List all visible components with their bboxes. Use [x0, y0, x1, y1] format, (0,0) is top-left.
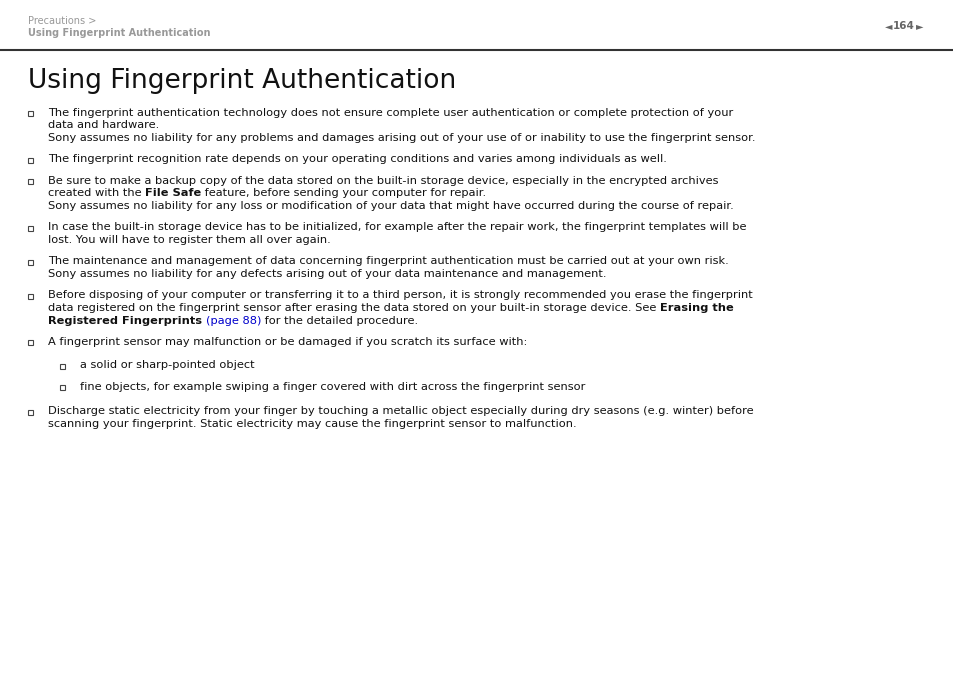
Bar: [28, 158, 33, 162]
Bar: [28, 111, 33, 116]
Text: fine objects, for example swiping a finger covered with dirt across the fingerpr: fine objects, for example swiping a fing…: [80, 382, 585, 392]
Text: Erasing the: Erasing the: [659, 303, 733, 313]
Bar: [28, 410, 33, 415]
Text: scanning your fingerprint. Static electricity may cause the fingerprint sensor t: scanning your fingerprint. Static electr…: [48, 419, 576, 429]
Text: (page 88): (page 88): [206, 315, 261, 326]
Text: The fingerprint authentication technology does not ensure complete user authenti: The fingerprint authentication technolog…: [48, 108, 733, 118]
Text: Using Fingerprint Authentication: Using Fingerprint Authentication: [28, 28, 211, 38]
Bar: [28, 226, 33, 231]
Text: lost. You will have to register them all over again.: lost. You will have to register them all…: [48, 235, 331, 245]
Text: File Safe: File Safe: [145, 189, 201, 199]
Text: In case the built-in storage device has to be initialized, for example after the: In case the built-in storage device has …: [48, 222, 745, 233]
Text: Using Fingerprint Authentication: Using Fingerprint Authentication: [28, 68, 456, 94]
Text: Precautions >: Precautions >: [28, 16, 96, 26]
Text: for the detailed procedure.: for the detailed procedure.: [261, 315, 417, 326]
Text: Sony assumes no liability for any problems and damages arising out of your use o: Sony assumes no liability for any proble…: [48, 133, 755, 143]
Text: Be sure to make a backup copy of the data stored on the built-in storage device,: Be sure to make a backup copy of the dat…: [48, 176, 718, 186]
Text: A fingerprint sensor may malfunction or be damaged if you scratch its surface wi: A fingerprint sensor may malfunction or …: [48, 337, 527, 347]
Text: data and hardware.: data and hardware.: [48, 121, 159, 131]
Text: Registered Fingerprints: Registered Fingerprints: [48, 315, 202, 326]
Text: Sony assumes no liability for any loss or modification of your data that might h: Sony assumes no liability for any loss o…: [48, 201, 733, 211]
Bar: [28, 294, 33, 299]
Text: ◄: ◄: [883, 21, 891, 31]
Bar: [28, 259, 33, 265]
Bar: [28, 179, 33, 184]
Text: 164: 164: [892, 21, 914, 31]
Text: Discharge static electricity from your finger by touching a metallic object espe: Discharge static electricity from your f…: [48, 406, 753, 417]
Text: The fingerprint recognition rate depends on your operating conditions and varies: The fingerprint recognition rate depends…: [48, 154, 666, 164]
Text: ►: ►: [915, 21, 923, 31]
Text: Sony assumes no liability for any defects arising out of your data maintenance a: Sony assumes no liability for any defect…: [48, 269, 606, 279]
Text: The maintenance and management of data concerning fingerprint authentication mus: The maintenance and management of data c…: [48, 257, 728, 266]
Bar: [60, 385, 65, 390]
Text: feature, before sending your computer for repair.: feature, before sending your computer fo…: [201, 189, 486, 199]
Text: Before disposing of your computer or transferring it to a third person, it is st: Before disposing of your computer or tra…: [48, 290, 752, 301]
Text: created with the: created with the: [48, 189, 145, 199]
Text: a solid or sharp-pointed object: a solid or sharp-pointed object: [80, 361, 254, 371]
Bar: [28, 340, 33, 345]
Text: data registered on the fingerprint sensor after erasing the data stored on your : data registered on the fingerprint senso…: [48, 303, 659, 313]
Bar: [60, 364, 65, 369]
